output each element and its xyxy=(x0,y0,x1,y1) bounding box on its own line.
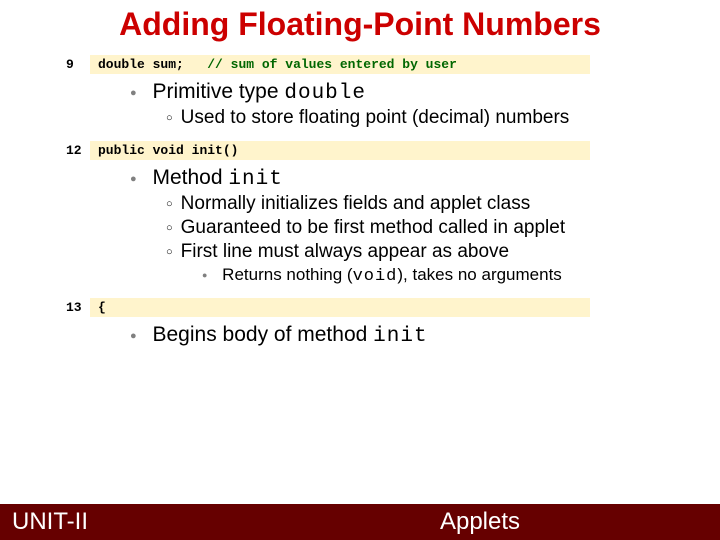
code-fn: init xyxy=(192,143,223,158)
keyword: double xyxy=(98,57,145,72)
code-paren: () xyxy=(223,143,239,158)
bullet-text: Returns nothing ( xyxy=(222,265,352,284)
code-line-13: 13 { xyxy=(60,298,590,317)
code-brace: { xyxy=(98,300,106,315)
list-item: Returns nothing (void), takes no argumen… xyxy=(202,265,720,286)
bullet-text: Method xyxy=(153,166,229,189)
bullet-text: Begins body of method xyxy=(153,323,374,346)
keyword: void xyxy=(153,143,184,158)
code-line-9: 9 double sum; // sum of values entered b… xyxy=(60,55,590,74)
slide-title: Adding Floating-Point Numbers xyxy=(0,0,720,43)
keyword: public xyxy=(98,143,145,158)
code-text: { xyxy=(90,298,590,317)
bullet-mono: double xyxy=(284,82,366,105)
bullet-text: Guaranteed to be first method called in … xyxy=(181,217,565,238)
bullet-list: Begins body of method init xyxy=(130,323,720,348)
bullet-mono: void xyxy=(353,267,398,286)
footer-unit: UNIT-II xyxy=(0,508,200,536)
bullet-list: Primitive type double Used to store floa… xyxy=(130,80,720,129)
code-text: public void init() xyxy=(90,141,590,160)
bullet-text: Used to store floating point (decimal) n… xyxy=(181,107,570,128)
line-number: 9 xyxy=(60,55,90,74)
line-number: 12 xyxy=(60,141,90,160)
code-line-12: 12 public void init() xyxy=(60,141,590,160)
code-text: double sum; // sum of values entered by … xyxy=(90,55,590,74)
bullet-mono: init xyxy=(373,325,427,348)
code-var: sum; xyxy=(153,57,184,72)
bullet-text: First line must always appear as above xyxy=(181,241,509,262)
list-item: Normally initializes fields and applet c… xyxy=(166,193,720,215)
list-item: Method init Normally initializes fields … xyxy=(130,166,720,286)
list-item: First line must always appear as above R… xyxy=(166,241,720,286)
footer-topic: Applets xyxy=(200,508,720,536)
bullet-list: Method init Normally initializes fields … xyxy=(130,166,720,286)
list-item: Begins body of method init xyxy=(130,323,720,348)
bullet-text: ), takes no arguments xyxy=(397,265,561,284)
line-number: 13 xyxy=(60,298,90,317)
bullet-text: Normally initializes fields and applet c… xyxy=(181,193,531,214)
list-item: Guaranteed to be first method called in … xyxy=(166,217,720,239)
bullet-text: Primitive type xyxy=(153,80,285,103)
bullet-mono: init xyxy=(228,168,282,191)
list-item: Primitive type double Used to store floa… xyxy=(130,80,720,129)
footer-bar: UNIT-II Applets xyxy=(0,504,720,540)
list-item: Used to store floating point (decimal) n… xyxy=(166,107,720,129)
code-comment: // sum of values entered by user xyxy=(207,57,457,72)
